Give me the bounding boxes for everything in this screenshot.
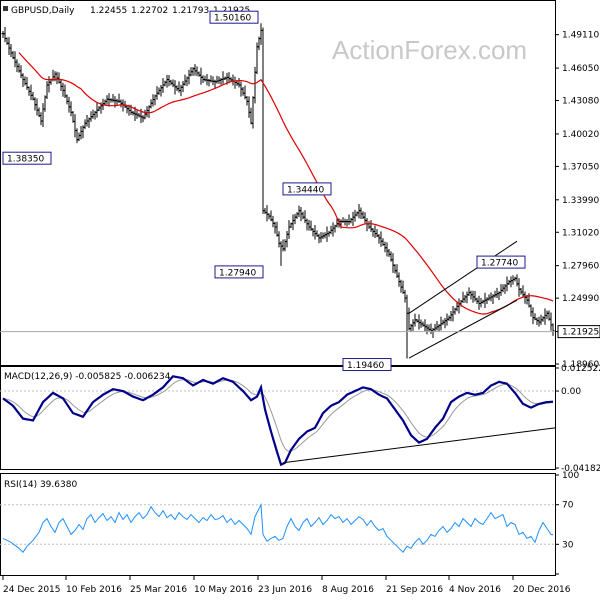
x-tick-label: 25 Mar 2016: [130, 585, 187, 595]
svg-text:1.27740: 1.27740: [481, 259, 518, 269]
rsi-panel: [0, 473, 556, 576]
x-tick-label: 20 Dec 2016: [513, 585, 571, 595]
ohlc-bar: [551, 323, 555, 336]
last-price-box: [557, 325, 600, 339]
y-tick-label: 1.46050: [562, 64, 599, 74]
header-arrow-icon: [3, 6, 8, 11]
header-low: 1.21793: [172, 6, 209, 16]
y-tick-label: 1.21925: [562, 328, 599, 338]
price-annotation-box: 1.38350: [2, 151, 52, 165]
macd-title: MACD(12,26,9) -0.005825 -0.006234: [4, 372, 171, 382]
header-high: 1.22702: [131, 6, 168, 16]
y-tick-label: 1.37050: [562, 162, 599, 172]
x-tick-label: 23 Jun 2016: [258, 585, 312, 595]
macd-panel: [0, 366, 556, 470]
y-tick-label: 1.40020: [562, 130, 599, 140]
y-tick-label: 1.49110: [562, 31, 599, 41]
channel-lower-line: [408, 299, 518, 359]
x-tick-label: 10 May 2016: [194, 585, 253, 595]
macd-line: [2, 375, 554, 467]
price-annotation-box: 1.50160: [209, 10, 259, 24]
rsi-line: [2, 502, 554, 553]
x-tick-label: 4 Nov 2016: [449, 585, 501, 595]
svg-text:1.34440: 1.34440: [287, 185, 324, 195]
macd-tick-label: 0.00: [561, 387, 581, 397]
rsi-title: RSI(14) 39.6380: [4, 480, 77, 490]
x-tick-label: 8 Aug 2016: [322, 585, 374, 595]
price-annotation-box: 1.27740: [476, 255, 526, 269]
price-panel: [0, 0, 556, 366]
y-tick-label: 1.31020: [562, 228, 599, 238]
y-tick-label: 1.18960: [562, 360, 599, 370]
svg-text:1.19460: 1.19460: [347, 361, 384, 371]
macd-tick-label: 0.012522: [561, 364, 600, 374]
header-symbol: GBPUSD,Daily: [11, 6, 75, 16]
macd-signal-line: [2, 379, 554, 452]
y-tick-label: 1.27960: [562, 262, 599, 272]
y-tick-label: 1.33990: [562, 196, 599, 206]
rsi-tick-label: 30: [562, 540, 574, 550]
rsi-tick-label: 100: [562, 471, 579, 481]
svg-text:1.38350: 1.38350: [7, 155, 44, 165]
x-tick-label: 24 Dec 2015: [3, 585, 61, 595]
price-moving-average: [18, 52, 554, 315]
svg-text:1.50160: 1.50160: [214, 14, 251, 24]
x-tick-label: 21 Sep 2016: [386, 585, 443, 595]
header-open: 1.22455: [90, 6, 127, 16]
price-annotation-box: 1.19460: [342, 358, 392, 372]
channel-upper-line: [408, 240, 518, 314]
svg-text:1.27940: 1.27940: [219, 268, 256, 278]
y-tick-label: 1.24990: [562, 294, 599, 304]
x-tick-label: 10 Feb 2016: [66, 585, 122, 595]
price-annotation-box: 1.34440: [282, 182, 332, 196]
price-annotation-box: 1.27940: [214, 265, 264, 279]
watermark: ActionForex.com: [332, 35, 527, 65]
rsi-tick-label: 70: [562, 501, 574, 511]
y-tick-label: 1.43080: [562, 97, 599, 107]
macd-tick-label: -0.041823: [561, 464, 600, 474]
macd-trendline: [282, 427, 556, 464]
